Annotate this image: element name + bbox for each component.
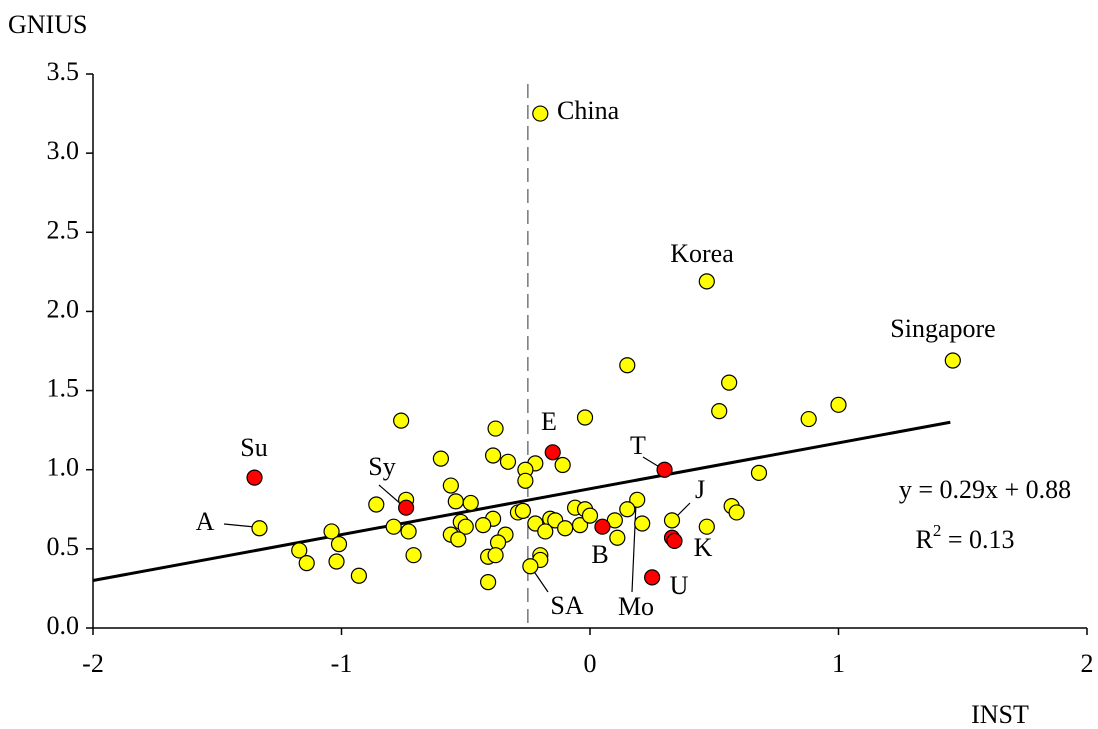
point xyxy=(581,507,599,524)
point xyxy=(698,518,715,535)
y-tick-label: 0.0 xyxy=(47,611,80,640)
annotation: K xyxy=(694,533,713,562)
point xyxy=(629,491,646,508)
y-axis-label: GNIUS xyxy=(8,10,87,39)
y-tick-label: 0.5 xyxy=(47,532,80,561)
point xyxy=(619,357,636,374)
annotation: U xyxy=(670,571,689,600)
y-tick-label: 1.0 xyxy=(47,453,80,482)
point xyxy=(499,453,517,470)
leader-line xyxy=(378,484,403,506)
point xyxy=(517,472,534,489)
point xyxy=(484,447,502,464)
point xyxy=(711,403,728,420)
point xyxy=(698,273,715,290)
x-tick-label: 2 xyxy=(1081,649,1094,678)
point xyxy=(291,542,308,559)
point xyxy=(634,515,651,532)
x-tick-label: -1 xyxy=(331,649,353,678)
point xyxy=(571,517,589,534)
point xyxy=(475,517,492,534)
x-axis-label: INST xyxy=(971,700,1029,729)
annotation: A xyxy=(196,507,215,536)
point xyxy=(405,547,422,564)
point xyxy=(537,523,554,540)
x-tick-label: -2 xyxy=(82,649,104,678)
point xyxy=(457,518,474,535)
annotation: Singapore xyxy=(890,314,995,343)
point xyxy=(368,496,385,513)
annotation: Sy xyxy=(368,452,395,481)
point xyxy=(487,420,504,437)
point xyxy=(576,409,594,426)
r-squared-rest: = 0.13 xyxy=(941,525,1014,554)
leader-line xyxy=(631,502,637,593)
point xyxy=(522,558,539,575)
point xyxy=(330,536,348,553)
point xyxy=(663,512,681,529)
equation: y = 0.29x + 0.88 xyxy=(899,475,1071,504)
point xyxy=(450,531,467,548)
point xyxy=(944,352,961,369)
y-tick-label: 3.5 xyxy=(47,57,80,86)
x-tick-label: 1 xyxy=(832,649,845,678)
annotation: J xyxy=(695,475,705,504)
r-squared-base: R xyxy=(915,525,933,554)
point xyxy=(666,532,683,550)
leader-line xyxy=(223,523,256,528)
point xyxy=(447,493,464,510)
point xyxy=(728,504,745,521)
point xyxy=(350,567,367,584)
point xyxy=(251,520,268,537)
y-tick-label: 2.5 xyxy=(47,215,80,244)
point xyxy=(619,501,636,518)
annotation: T xyxy=(630,431,646,460)
r-squared: R2 = 0.13 xyxy=(915,521,1014,554)
annotation: SA xyxy=(550,591,583,620)
point xyxy=(644,569,661,586)
point xyxy=(554,456,571,474)
point xyxy=(800,410,817,428)
point xyxy=(656,461,673,478)
trendline xyxy=(92,420,951,582)
y-tick-label: 2.0 xyxy=(47,294,80,323)
point xyxy=(328,553,345,570)
annotation: E xyxy=(541,407,557,436)
point xyxy=(393,412,410,429)
annotation: B xyxy=(591,540,608,569)
point xyxy=(462,494,479,512)
point xyxy=(750,464,768,481)
y-tick-label: 1.5 xyxy=(47,374,80,403)
annotation: Korea xyxy=(670,239,734,268)
annotation: Mo xyxy=(618,592,654,621)
point xyxy=(442,477,459,494)
leader-line xyxy=(532,569,549,593)
point xyxy=(323,523,340,540)
point xyxy=(544,444,561,461)
point xyxy=(246,469,263,486)
y-tick-label: 3.0 xyxy=(47,136,80,165)
point xyxy=(400,523,417,540)
point xyxy=(594,518,611,535)
point xyxy=(830,396,847,413)
r-squared-sup: 2 xyxy=(933,521,942,540)
point xyxy=(609,529,626,546)
point xyxy=(557,520,574,537)
point xyxy=(398,499,415,516)
point xyxy=(721,374,738,391)
point xyxy=(487,547,504,564)
annotation: China xyxy=(557,96,620,125)
point xyxy=(432,450,449,467)
point xyxy=(532,105,549,122)
x-tick-label: 0 xyxy=(584,649,597,678)
point xyxy=(298,555,315,572)
point xyxy=(514,502,532,519)
annotation: Su xyxy=(240,433,267,462)
point xyxy=(385,518,402,535)
point xyxy=(480,573,497,591)
